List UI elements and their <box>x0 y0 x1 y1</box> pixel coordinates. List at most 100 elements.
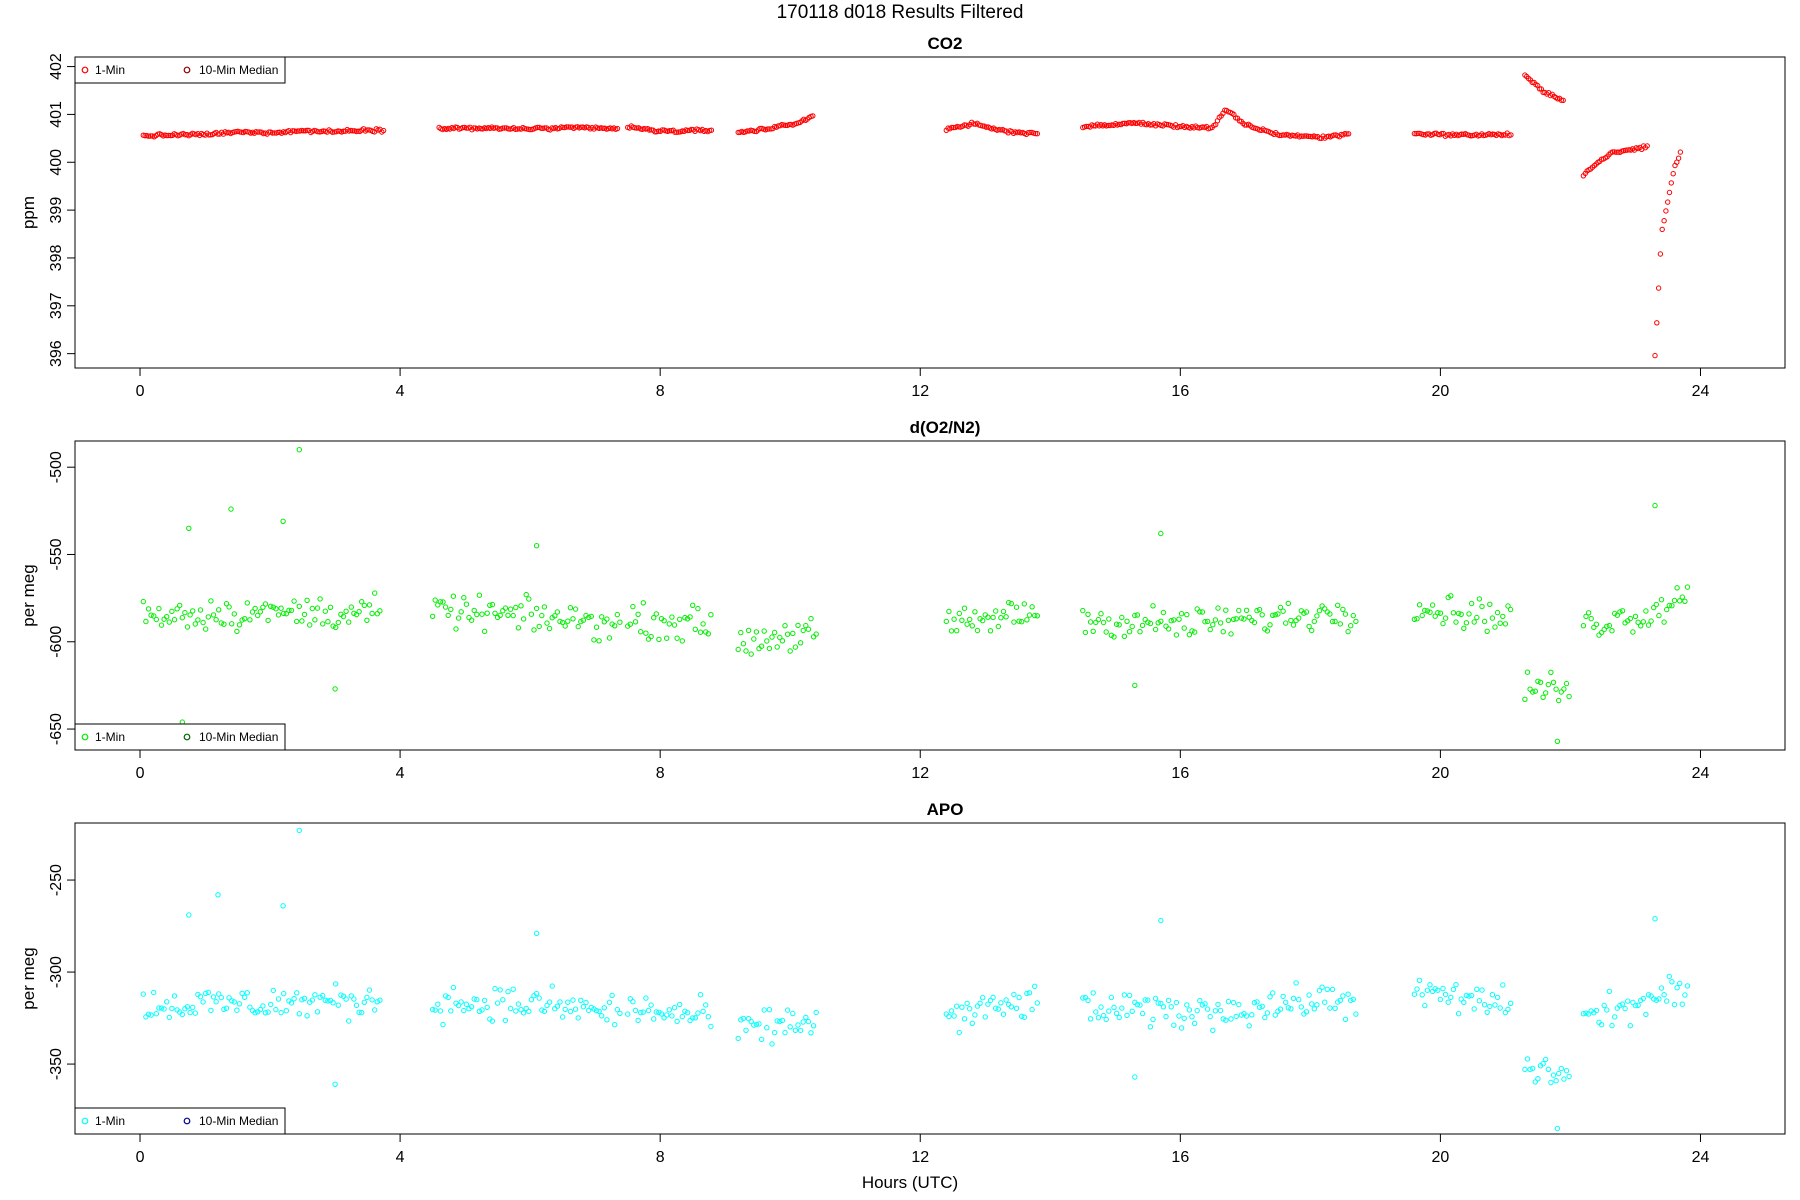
data-point <box>228 506 234 512</box>
data-point <box>197 994 204 1000</box>
data-point <box>294 618 300 625</box>
data-point <box>679 638 685 644</box>
data-point <box>661 618 667 624</box>
data-point <box>1435 610 1441 616</box>
data-point <box>372 1007 378 1013</box>
data-point <box>1309 1001 1315 1007</box>
data-point <box>539 612 545 619</box>
data-point <box>1429 602 1436 608</box>
data-point <box>377 608 383 614</box>
data-point <box>1684 584 1691 590</box>
data-point <box>501 125 508 131</box>
data-point <box>361 602 367 609</box>
data-point <box>803 622 809 629</box>
data-point <box>949 124 955 131</box>
data-point <box>1537 679 1544 685</box>
data-point <box>1298 1004 1305 1010</box>
data-point <box>784 1007 791 1013</box>
data-point <box>307 622 313 628</box>
data-point <box>1645 622 1652 628</box>
data-point <box>1163 623 1169 629</box>
data-point <box>1090 990 1096 996</box>
data-point <box>453 626 459 632</box>
data-point <box>1455 1011 1462 1017</box>
data-point <box>779 638 786 644</box>
data-point <box>1121 992 1128 998</box>
data-point <box>1126 992 1133 999</box>
data-point <box>1311 618 1318 625</box>
data-point <box>985 1001 991 1007</box>
data-point <box>364 994 370 1001</box>
data-point <box>769 634 775 640</box>
data-point <box>200 619 206 626</box>
data-point <box>1016 994 1022 1001</box>
data-point <box>653 1009 659 1015</box>
data-point <box>190 608 196 614</box>
data-point <box>1199 1002 1206 1008</box>
data-point <box>223 1005 230 1011</box>
plot-frame <box>74 56 1786 369</box>
data-point <box>1675 155 1682 161</box>
data-point <box>216 607 222 613</box>
data-point <box>200 999 206 1005</box>
data-point <box>787 1024 793 1030</box>
data-point <box>1316 608 1323 614</box>
data-point <box>1466 993 1472 999</box>
data-point <box>1327 1005 1333 1011</box>
data-point <box>1272 612 1279 618</box>
data-point <box>586 1007 592 1014</box>
data-point <box>609 992 615 999</box>
data-point <box>645 636 652 642</box>
data-point <box>484 1004 490 1011</box>
data-point <box>1003 614 1009 620</box>
data-point <box>1186 1007 1193 1013</box>
data-point <box>1246 614 1252 620</box>
data-point <box>1152 995 1159 1002</box>
data-point <box>1322 999 1328 1005</box>
data-point <box>1566 1073 1572 1080</box>
data-point <box>1100 619 1107 626</box>
data-point <box>1500 613 1506 620</box>
data-point <box>1416 602 1423 608</box>
data-point <box>1256 1004 1263 1010</box>
data-point <box>606 635 613 641</box>
data-point <box>651 615 657 621</box>
data-point <box>1543 690 1549 696</box>
data-point <box>1280 608 1286 614</box>
data-point <box>1305 133 1312 140</box>
data-point <box>1505 603 1511 609</box>
legend-label: 1-Min <box>95 1114 125 1128</box>
data-point <box>234 1007 240 1013</box>
data-point <box>705 631 711 637</box>
data-point <box>463 1001 470 1007</box>
data-point <box>1635 619 1641 625</box>
data-point <box>361 999 367 1005</box>
data-point <box>260 1003 266 1009</box>
data-point <box>1298 133 1305 139</box>
data-point <box>169 608 175 615</box>
data-point <box>1583 613 1589 620</box>
data-point <box>309 997 315 1003</box>
data-point <box>1186 632 1193 638</box>
data-point <box>993 1005 999 1011</box>
data-point <box>1440 985 1446 992</box>
data-point <box>448 1008 454 1014</box>
data-point <box>492 985 498 992</box>
data-point <box>1119 614 1125 621</box>
data-point <box>982 1014 988 1020</box>
data-point <box>1442 615 1449 621</box>
data-point <box>1625 998 1631 1004</box>
data-point <box>1553 1078 1559 1084</box>
data-point <box>1316 987 1323 994</box>
data-point <box>474 996 480 1003</box>
data-point <box>601 1005 607 1011</box>
data-point <box>951 616 957 622</box>
data-point <box>1293 980 1299 986</box>
data-point <box>481 997 488 1004</box>
data-point <box>247 1004 253 1010</box>
data-point <box>1173 632 1180 638</box>
data-point <box>1029 604 1035 610</box>
data-point <box>625 1011 631 1017</box>
data-point <box>705 1014 711 1020</box>
data-point <box>578 618 584 625</box>
